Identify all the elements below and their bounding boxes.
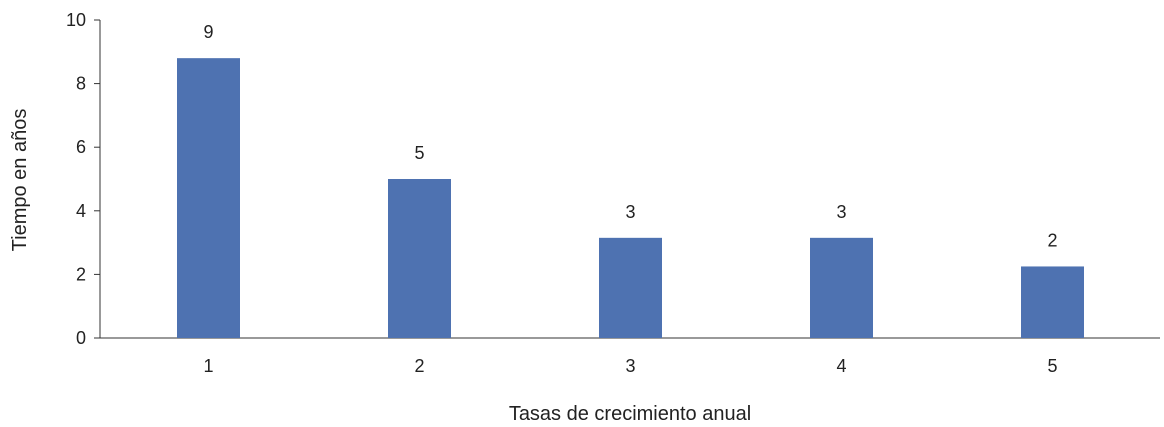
bar (177, 58, 240, 338)
bar (599, 237, 662, 338)
bars (177, 58, 1084, 338)
y-tick-label: 2 (76, 264, 86, 284)
y-tick-label: 4 (76, 201, 86, 221)
x-axis: 1 2 3 4 5 (94, 337, 1160, 376)
bar (1021, 266, 1084, 338)
bar-labels: 9 5 3 3 2 (203, 22, 1057, 250)
bar-data-label: 3 (625, 202, 635, 222)
bar-data-label: 2 (1047, 230, 1057, 250)
x-tick-label: 1 (203, 356, 213, 376)
y-axis-title: Tiempo en años (9, 109, 31, 252)
y-tick-label: 6 (76, 137, 86, 157)
bar-data-label: 3 (836, 202, 846, 222)
x-tick-label: 4 (836, 356, 846, 376)
bar-data-label: 9 (203, 22, 213, 42)
x-tick-label: 3 (625, 356, 635, 376)
x-tick-label: 2 (414, 356, 424, 376)
y-tick-label: 0 (76, 328, 86, 348)
bar (810, 237, 873, 338)
x-tick-label: 5 (1047, 356, 1057, 376)
bar (388, 179, 451, 338)
y-axis: 0 2 4 6 8 10 (66, 10, 101, 348)
x-axis-title: Tasas de crecimiento anual (509, 403, 751, 425)
y-tick-label: 8 (76, 74, 86, 94)
y-tick-label: 10 (66, 10, 86, 30)
bar-data-label: 5 (414, 143, 424, 163)
